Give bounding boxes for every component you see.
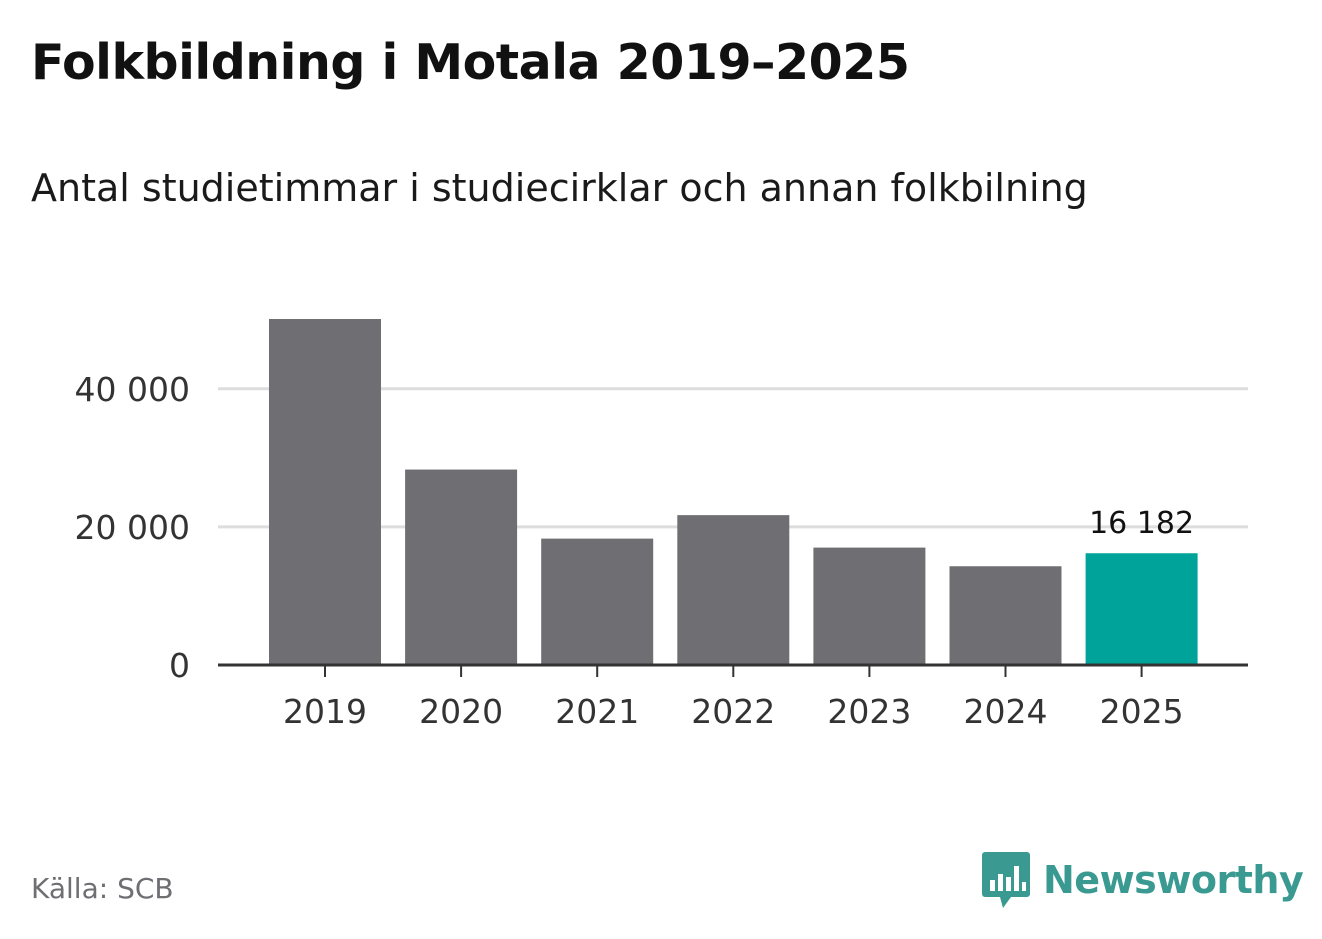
- bar-2021: [541, 538, 654, 665]
- bar-2022: [677, 515, 790, 665]
- chart-title: Folkbildning i Motala 2019–2025: [31, 34, 910, 91]
- x-tick-label: 2020: [419, 692, 503, 731]
- data-label: 16 182: [1089, 506, 1194, 541]
- y-tick-label: 20 000: [75, 508, 190, 547]
- x-tick-label: 2019: [283, 692, 367, 731]
- chart-subtitle: Antal studietimmar i studiecirklar och a…: [31, 166, 1088, 210]
- brand-name: Newsworthy: [1043, 858, 1304, 902]
- y-tick-label: 0: [169, 646, 190, 685]
- x-tick-label: 2021: [555, 692, 639, 731]
- x-tick-label: 2024: [964, 692, 1048, 731]
- bar-2025: [1085, 553, 1198, 665]
- y-tick-label: 40 000: [75, 370, 190, 409]
- bar-chart: 0 20 000 40 000 2019 2020 2021 2022 2023 2024 202…: [75, 319, 1248, 731]
- source-note: Källa: SCB: [31, 872, 174, 905]
- bar-2019: [269, 319, 381, 665]
- x-tick-label: 2023: [827, 692, 911, 731]
- bar-2024: [949, 566, 1062, 665]
- bar-2020: [405, 469, 518, 665]
- brand-logo: Newsworthy: [981, 850, 1304, 910]
- newsworthy-logo-icon: [982, 852, 1030, 908]
- x-tick-label: 2025: [1100, 692, 1184, 731]
- bar-2023: [813, 547, 926, 665]
- x-tick-label: 2022: [691, 692, 775, 731]
